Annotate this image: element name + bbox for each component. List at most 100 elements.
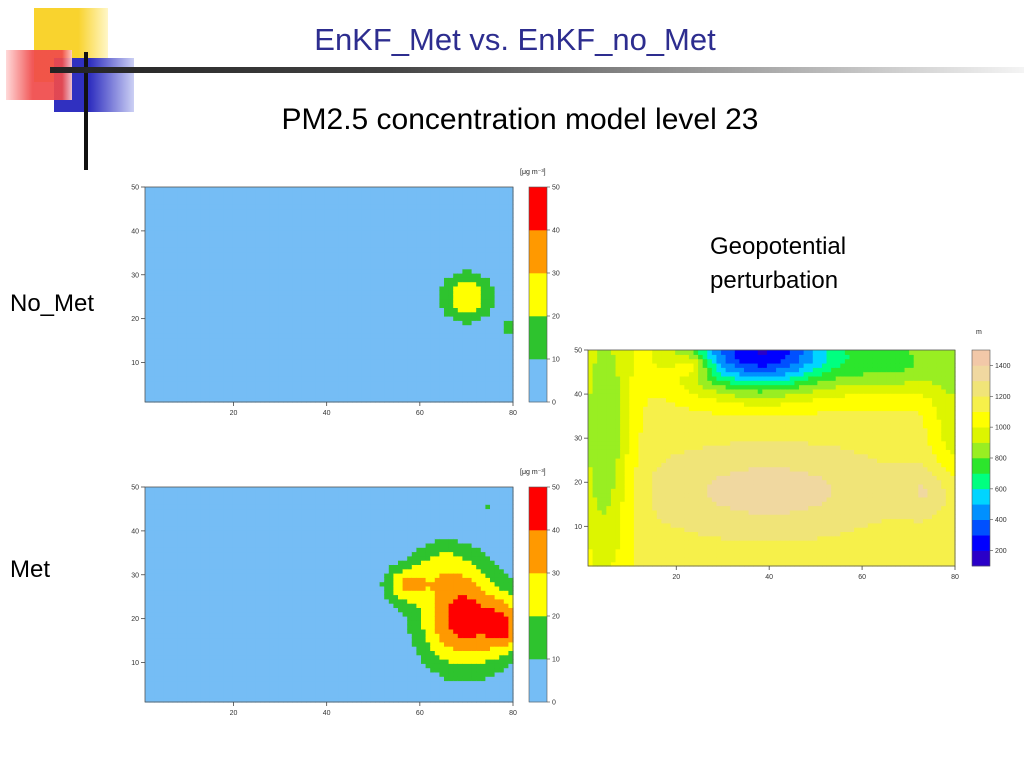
heatmap-cell (158, 268, 164, 274)
heatmap-cell (485, 346, 491, 351)
heatmap-cell (402, 303, 408, 308)
heatmap-cell (154, 234, 160, 240)
heatmap-cell (186, 225, 192, 231)
heatmap-cell (214, 517, 220, 522)
heatmap-cell (227, 230, 233, 235)
heatmap-cell (227, 354, 233, 360)
heatmap-cell (356, 376, 362, 382)
heatmap-cell (158, 624, 164, 630)
heatmap-cell (393, 380, 399, 386)
heatmap-cell (329, 346, 335, 351)
heatmap-cell (209, 697, 215, 703)
heatmap-cell (223, 371, 229, 377)
heatmap-cell (218, 354, 224, 360)
heatmap-cell (494, 303, 500, 308)
heatmap-cell (278, 230, 284, 235)
heatmap-cell (200, 346, 206, 351)
heatmap-cell (237, 242, 243, 248)
heatmap-cell (425, 212, 431, 218)
heatmap-cell (499, 303, 505, 308)
heatmap-cell (209, 663, 215, 669)
heatmap-cell (434, 393, 440, 399)
heatmap-cell (227, 264, 233, 270)
heatmap-cell (448, 389, 454, 394)
heatmap-cell (149, 195, 155, 201)
heatmap-cell (241, 225, 247, 231)
heatmap-cell (375, 346, 381, 351)
heatmap-cell (149, 217, 155, 222)
heatmap-cell (347, 187, 353, 192)
heatmap-cell (278, 320, 284, 326)
heatmap-cell (195, 697, 201, 703)
heatmap-cell (260, 397, 266, 403)
heatmap-cell (214, 303, 220, 308)
heatmap-cell (283, 341, 289, 347)
heatmap-cell (191, 294, 197, 300)
heatmap-cell (177, 650, 183, 656)
heatmap-cell (306, 191, 312, 197)
heatmap-cell (398, 354, 404, 360)
heatmap-cell (241, 238, 247, 244)
heatmap-cell (214, 397, 220, 403)
heatmap-cell (227, 693, 233, 699)
heatmap-cell (310, 294, 316, 300)
heatmap-cell (411, 242, 417, 248)
heatmap-cell (195, 585, 201, 591)
heatmap-cell (172, 230, 178, 235)
heatmap-cell (149, 277, 155, 283)
heatmap-cell (292, 255, 298, 261)
heatmap-cell (338, 307, 344, 313)
heatmap-cell (480, 242, 486, 248)
heatmap-cell (186, 663, 192, 669)
heatmap-cell (200, 585, 206, 591)
heatmap-cell (214, 620, 220, 626)
heatmap-cell (352, 260, 358, 265)
heatmap-cell (278, 247, 284, 253)
heatmap-cell (494, 260, 500, 265)
heatmap-cell (172, 316, 178, 321)
heatmap-cell (476, 389, 482, 394)
heatmap-cell (448, 268, 454, 274)
heatmap-cell (214, 637, 220, 643)
heatmap-cell (200, 517, 206, 522)
heatmap-cell (172, 633, 178, 639)
heatmap-cell (246, 303, 252, 308)
heatmap-cell (434, 264, 440, 270)
heatmap-cell (356, 320, 362, 326)
heatmap-cell (172, 650, 178, 656)
heatmap-cell (264, 195, 270, 201)
heatmap-cell (149, 650, 155, 656)
heatmap-cell (361, 393, 367, 399)
heatmap-cell (204, 620, 210, 626)
heatmap-cell (356, 363, 362, 369)
heatmap-cell (227, 637, 233, 643)
heatmap-cell (356, 204, 362, 210)
heatmap-cell (149, 204, 155, 210)
heatmap-cell (186, 333, 192, 339)
heatmap-cell (177, 359, 183, 364)
heatmap-cell (439, 251, 445, 257)
heatmap-cell (494, 273, 500, 278)
heatmap-cell (246, 255, 252, 261)
heatmap-cell (347, 316, 353, 321)
heatmap-cell (384, 341, 390, 347)
heatmap-cell (347, 195, 353, 201)
heatmap-cell (200, 508, 206, 514)
heatmap-cell (158, 320, 164, 326)
heatmap-cell (177, 204, 183, 210)
heatmap-cell (393, 247, 399, 253)
heatmap-cell (200, 255, 206, 261)
heatmap-cell (168, 590, 174, 596)
heatmap-cell (329, 217, 335, 222)
heatmap-cell (283, 367, 289, 373)
heatmap-cell (209, 298, 215, 304)
heatmap-cell (227, 350, 233, 356)
heatmap-cell (310, 397, 316, 403)
heatmap-cell (508, 384, 514, 390)
heatmap-cell (480, 303, 486, 308)
heatmap-cell (365, 397, 371, 403)
heatmap-cell (172, 260, 178, 265)
heatmap-cell (269, 212, 275, 218)
heatmap-cell (163, 646, 169, 651)
heatmap-cell (338, 230, 344, 235)
